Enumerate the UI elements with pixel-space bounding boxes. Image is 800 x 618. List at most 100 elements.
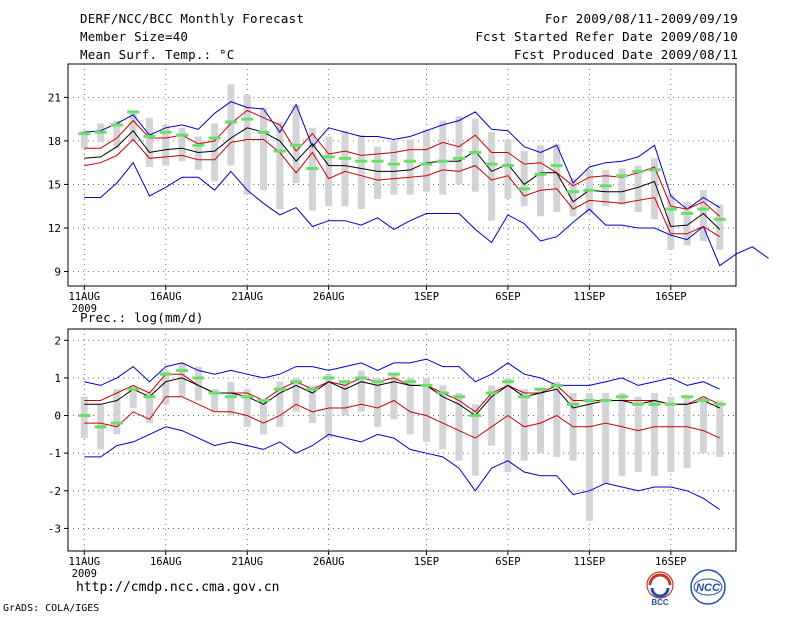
ensemble-box: [585, 392, 593, 521]
x-tick-label: 6SEP: [495, 291, 520, 303]
ensemble-box: [683, 396, 691, 469]
bcc-logo: BCC: [646, 571, 674, 607]
ensemble-box: [145, 392, 153, 424]
ensemble-box: [194, 136, 202, 170]
x-tick-label: 16AUG: [150, 291, 182, 303]
control-marker: [599, 398, 612, 402]
control-marker: [159, 130, 172, 134]
ensemble-box: [455, 116, 463, 185]
control-marker: [697, 207, 710, 211]
control-marker: [713, 217, 726, 221]
control-marker: [338, 156, 351, 160]
ensemble-box: [80, 396, 88, 439]
x-year-label: 2009: [72, 568, 97, 580]
x-tick-label: 1SEP: [414, 291, 439, 303]
control-marker: [110, 123, 123, 127]
member-size: Member Size=40: [80, 29, 189, 44]
control-marker: [257, 398, 270, 402]
ensemble-box: [292, 377, 300, 412]
produced-date: Fcst Produced Date 2009/08/11: [513, 47, 738, 62]
ensemble-box: [504, 139, 512, 199]
control-marker: [469, 151, 482, 155]
control-marker: [550, 383, 563, 387]
x-tick-label: 11AUG: [68, 556, 100, 568]
control-marker: [224, 395, 237, 399]
ensemble-box: [80, 130, 88, 149]
ensemble-box: [374, 377, 382, 427]
ensemble-box: [634, 396, 642, 472]
control-marker: [534, 172, 547, 176]
control-marker: [355, 376, 368, 380]
ensemble-box: [699, 396, 707, 454]
control-marker: [485, 391, 498, 395]
svg-text:NCC: NCC: [696, 582, 721, 594]
footer-url[interactable]: http://cmdp.ncc.cma.gov.cn: [76, 580, 280, 595]
ensemble-box: [536, 389, 544, 454]
y-tick-label: -3: [48, 522, 61, 535]
ensemble-box: [471, 119, 479, 192]
series-spread-lower: [84, 138, 720, 238]
control-marker: [290, 143, 303, 147]
control-marker: [632, 402, 645, 406]
control-marker: [469, 414, 482, 418]
ensemble-box: [553, 381, 561, 457]
series-mean: [84, 127, 721, 230]
ensemble-box: [357, 370, 365, 412]
ensemble-box: [471, 404, 479, 476]
ensemble-box: [374, 146, 382, 199]
ensemble-box: [341, 130, 349, 207]
control-marker: [387, 372, 400, 376]
ensemble-box: [602, 169, 610, 207]
control-marker: [583, 188, 596, 192]
ensemble-box: [667, 194, 675, 250]
ensemble-box: [390, 140, 398, 195]
svg-text:BCC: BCC: [651, 598, 669, 607]
x-tick-label: 21AUG: [231, 291, 263, 303]
control-marker: [664, 402, 677, 406]
ensemble-box: [634, 165, 642, 212]
ensemble-box: [406, 377, 414, 435]
control-marker: [567, 402, 580, 406]
control-marker: [453, 395, 466, 399]
series-mean: [84, 377, 720, 417]
ensemble-box: [455, 392, 463, 461]
ensemble-box: [716, 400, 724, 457]
control-marker: [208, 391, 221, 395]
control-marker: [176, 133, 189, 137]
ensemble-box: [618, 168, 626, 205]
ensemble-box: [194, 366, 202, 401]
control-marker: [648, 402, 661, 406]
control-marker: [436, 391, 449, 395]
ensemble-box: [227, 381, 235, 416]
ensemble-box: [113, 120, 121, 149]
ensemble-box: [243, 389, 251, 427]
ensemble-box: [406, 139, 414, 195]
ensemble-box: [178, 362, 186, 397]
ensemble-box: [162, 370, 170, 405]
control-marker: [257, 130, 270, 134]
control-marker: [306, 387, 319, 391]
x-tick-label: 26AUG: [313, 556, 345, 568]
ensemble-box: [651, 392, 659, 476]
control-marker: [713, 402, 726, 406]
control-marker: [453, 156, 466, 160]
ensemble-box: [129, 113, 137, 141]
ensemble-box: [683, 201, 691, 246]
control-marker: [306, 166, 319, 170]
x-tick-label: 16AUG: [150, 556, 182, 568]
y-tick-label: 1: [54, 372, 61, 385]
chart-panel-1: -3 -2 -1 0 1 2 11AUG 16AUG 21AUG 26AUG 1SEP 6SEP 11S…: [48, 328, 737, 580]
ensemble-box: [276, 381, 284, 427]
ensemble-box: [211, 123, 219, 182]
control-marker: [355, 159, 368, 163]
y-tick-label: 15: [48, 178, 61, 191]
ensemble-box: [439, 120, 447, 195]
control-marker: [664, 207, 677, 211]
control-marker: [567, 190, 580, 194]
ensemble-box: [260, 400, 268, 435]
ensemble-box: [716, 204, 724, 250]
x-year-label: 2009: [72, 303, 97, 315]
control-marker: [127, 387, 140, 391]
series-max: [84, 358, 720, 390]
ensemble-box: [520, 389, 528, 461]
